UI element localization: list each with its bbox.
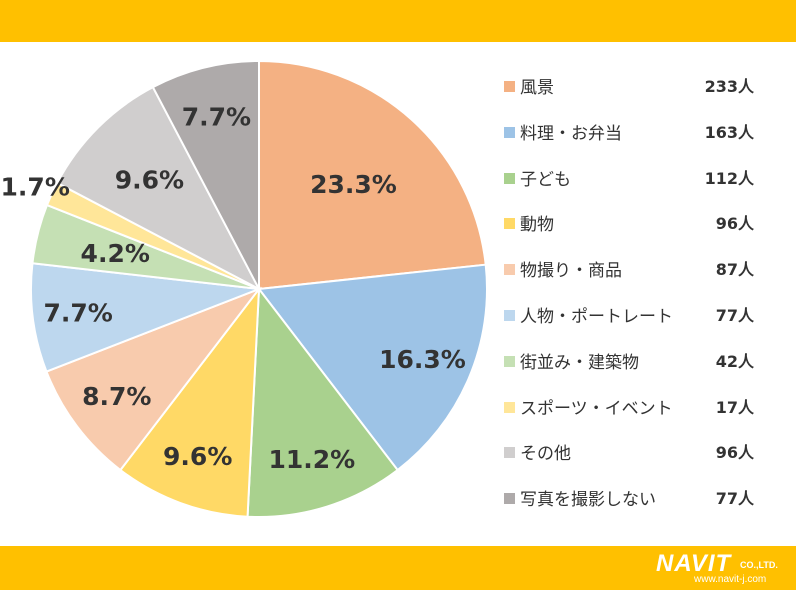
pie-slice [118,285,261,518]
pie-slice [151,59,260,290]
legend-count: 87人 [715,260,754,280]
legend-swatch [504,401,515,413]
logo-url: www.navit-j.com [694,574,767,585]
logo-suffix: CO.,LTD. [740,560,778,570]
data-label: 8.7% [82,382,151,411]
data-label: 7.7% [182,102,251,131]
legend-item: 動物 96人 [498,207,768,253]
legend-count: 77人 [715,305,754,325]
legend-swatch [504,309,515,321]
legend-item: スポーツ・イベント 17人 [498,391,768,437]
data-label: 7.7% [43,298,112,327]
legend-item: 写真を撮影しない 77人 [498,482,768,528]
legend-item: 子ども 112人 [498,162,768,208]
legend-label: 人物・ポートレート [520,306,673,327]
legend-count: 163人 [704,122,754,142]
pie-slice [55,85,262,292]
legend-count: 42人 [715,351,754,371]
legend-swatch [504,126,515,138]
pie-slice [258,59,487,291]
pie-slice [257,263,488,472]
legend-label: 動物 [520,215,554,236]
pie-slice [45,286,262,472]
legend-label: その他 [520,444,571,465]
legend-count: 112人 [704,168,754,188]
legend-count: 96人 [715,443,754,463]
data-label: 1.7% [1,172,70,201]
navit-logo: NAVIT CO.,LTD. www.navit-j.com [656,550,792,586]
data-label: 9.6% [163,442,232,471]
legend-label: スポーツ・イベント [520,398,673,419]
legend-label: 料理・お弁当 [520,123,622,144]
legend-swatch [504,264,515,276]
logo-name: NAVIT [656,550,732,577]
legend-label: 街並み・建築物 [520,352,639,373]
legend-label: 子ども [520,169,571,190]
legend-item: 料理・お弁当 163人 [498,116,768,162]
pie-slice [30,262,260,373]
legend-item: 街並み・建築物 42人 [498,345,768,391]
legend-item: その他 96人 [498,436,768,482]
legend-count: 77人 [715,489,754,509]
data-label: 11.2% [268,445,355,474]
bottom-banner [0,546,796,590]
legend-item: 物撮り・商品 87人 [498,253,768,299]
legend-item: 風景 233人 [498,70,768,116]
legend-count: 233人 [704,77,754,96]
legend-count: 96人 [715,214,754,234]
data-label: 9.6% [115,165,184,194]
legend-swatch [504,447,515,459]
data-label: 23.3% [310,170,397,199]
data-label: 16.3% [379,345,466,374]
legend-count: 17人 [715,397,754,417]
legend-swatch [504,493,515,505]
legend-label: 写真を撮影しない [520,490,656,511]
top-banner [0,0,796,42]
legend-swatch [504,81,515,92]
legend: 風景 233人 料理・お弁当 163人 子ども 112人 動物 96人 物撮り・商品 87人 人物・… [498,70,768,528]
legend-item: 人物・ポートレート 77人 [498,299,768,345]
legend-swatch [504,218,515,230]
legend-swatch [504,355,515,367]
data-label: 4.2% [81,239,150,268]
pie-slice [246,286,400,518]
legend-swatch [504,172,515,184]
pie-chart: 23.3% 16.3% 11.2% 9.6% 8.7% 7.7% 4.2% 1.7% 9.6% 7… [1,59,488,518]
legend-label: 風景 [520,78,554,98]
legend-label: 物撮り・商品 [520,261,622,282]
